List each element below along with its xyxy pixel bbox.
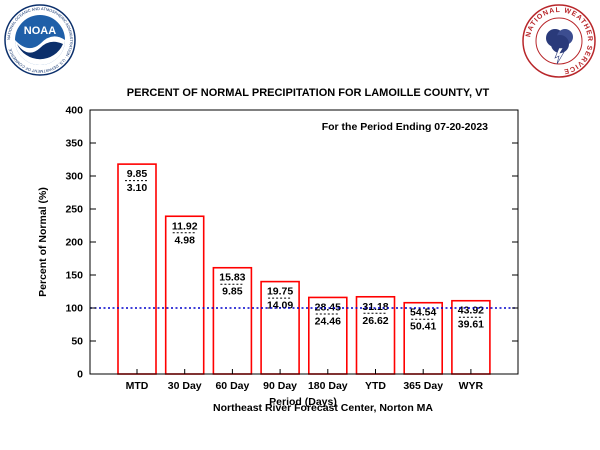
bar-observed-label: 31.18 [362, 301, 388, 313]
x-tick-label: MTD [126, 380, 149, 392]
y-tick-label: 50 [71, 336, 83, 348]
bar-normal-label: 9.85 [222, 286, 243, 298]
y-tick-label: 200 [65, 237, 83, 249]
bar [403, 301, 444, 375]
x-tick-label: 90 Day [263, 380, 297, 392]
y-tick-label: 0 [77, 369, 83, 381]
x-tick-label: 365 Day [403, 380, 443, 392]
y-tick-label: 150 [65, 270, 83, 282]
bar [260, 280, 300, 375]
chart-footer: Northeast River Forecast Center, Norton … [213, 402, 433, 414]
x-tick-label: 60 Day [215, 380, 249, 392]
bar-normal-label: 14.09 [267, 300, 293, 312]
bar-observed-label: 11.92 [172, 220, 198, 232]
bar-normal-label: 26.62 [362, 315, 388, 327]
chart-title: PERCENT OF NORMAL PRECIPITATION FOR LAMO… [127, 87, 490, 99]
bar-observed-label: 9.85 [127, 168, 148, 180]
bar [355, 295, 396, 375]
bar [164, 215, 205, 375]
bar-observed-label: 54.54 [410, 307, 436, 319]
x-axis-label: Period (Days) [269, 396, 337, 408]
bar-observed-label: 43.92 [458, 305, 484, 317]
bar-normal-label: 4.98 [174, 234, 195, 246]
y-tick-label: 400 [65, 105, 83, 117]
bar-observed-label: 15.83 [219, 272, 245, 284]
y-axis-label: Percent of Normal (%) [37, 187, 49, 297]
bar-observed-label: 19.75 [267, 286, 293, 298]
bar [451, 299, 491, 375]
bar-normal-label: 50.41 [410, 321, 436, 333]
y-tick-label: 350 [65, 138, 83, 150]
noaa-logo: NOAA NATIONAL OCEANIC AND ATMOSPHERIC AD… [4, 4, 76, 76]
y-tick-label: 250 [65, 204, 83, 216]
chart-subtitle: For the Period Ending 07-20-2023 [322, 121, 488, 133]
nws-logo: NATIONAL WEATHER SERVICE [522, 4, 596, 78]
noaa-logo-text: NOAA [24, 25, 56, 37]
x-tick-label: YTD [365, 380, 386, 392]
x-tick-label: 30 Day [168, 380, 202, 392]
bar-observed-label: 28.45 [315, 301, 341, 313]
bar [117, 163, 157, 375]
x-tick-label: 180 Day [308, 380, 348, 392]
bar [307, 296, 348, 375]
x-tick-label: WYR [459, 380, 484, 392]
bar-normal-label: 3.10 [127, 182, 148, 194]
y-tick-label: 300 [65, 171, 83, 183]
y-tick-label: 100 [65, 303, 83, 315]
bar-normal-label: 39.61 [458, 319, 484, 331]
bar-normal-label: 24.46 [315, 315, 341, 327]
